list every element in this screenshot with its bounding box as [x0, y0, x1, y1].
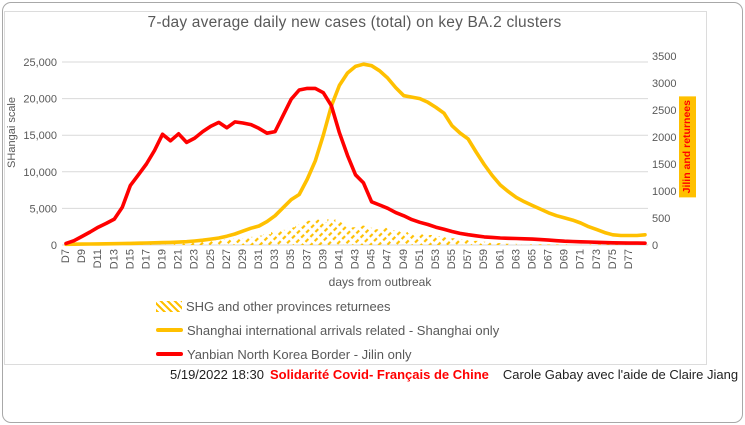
y-left-tick: 20,000	[23, 94, 57, 106]
footer-credit: Carole Gabay avec l'aide de Claire Jiang	[502, 367, 739, 382]
x-axis-tick: D37	[301, 249, 313, 269]
legend-item-returnees: SHG and other provinces returnees	[156, 294, 499, 318]
x-axis-tick: D65	[526, 249, 538, 269]
y-left-tick: 25,000	[23, 57, 57, 69]
x-axis-tick: D61	[494, 249, 506, 269]
x-axis-tick: D35	[285, 249, 297, 269]
red-line-swatch-icon	[156, 352, 183, 356]
legend-item-shanghai: Shanghai international arrivals related …	[156, 318, 499, 342]
y-right-tick: 1500	[652, 159, 676, 171]
chart-legend: SHG and other provinces returnees Shangh…	[156, 294, 499, 366]
x-axis-tick: D69	[559, 249, 571, 269]
returnees-hatch-area	[62, 219, 649, 245]
x-axis-tick: D21	[173, 249, 185, 269]
x-axis-tick: D9	[76, 249, 88, 263]
footer-caption: 5/19/2022 18:30 Solidarité Covid- França…	[0, 367, 745, 382]
y-right-tick: 500	[652, 213, 670, 225]
x-axis-tick: D45	[366, 249, 378, 269]
x-axis-tick: D77	[623, 249, 635, 269]
x-axis-tick: D31	[253, 249, 265, 269]
x-axis-tick: D67	[543, 249, 555, 269]
x-axis-tick: D63	[510, 249, 522, 269]
x-axis-tick: D11	[92, 249, 104, 268]
x-axis-tick: D51	[414, 249, 426, 269]
x-axis-tick: D75	[607, 249, 619, 269]
x-axis-tick: D33	[269, 249, 281, 269]
x-axis-tick: D49	[398, 249, 410, 269]
footer-timestamp: 5/19/2022 18:30	[170, 367, 264, 382]
shanghai-line-series	[64, 62, 647, 247]
x-axis-tick: D17	[140, 249, 152, 269]
y-left-tick: 10,000	[23, 167, 57, 179]
y-right-tick: 3000	[652, 78, 676, 90]
y-right-tick: 2500	[652, 105, 676, 117]
x-axis-tick: D43	[350, 249, 362, 269]
yanbian-line-series	[64, 86, 647, 246]
footer-organization: Solidarité Covid- Français de Chine	[269, 367, 489, 382]
y-right-tick: 3500	[652, 51, 676, 63]
x-axis-tick: D25	[205, 249, 217, 269]
legend-label: SHG and other provinces returnees	[186, 298, 391, 314]
x-axis-tick: D73	[591, 249, 603, 269]
x-axis-tick: D15	[124, 249, 136, 269]
y-right-tick: 2000	[652, 132, 676, 144]
legend-label: Shanghai international arrivals related …	[187, 322, 500, 338]
legend-item-yanbian: Yanbian North Korea Border - Jilin only	[156, 342, 499, 366]
x-axis-tick: D13	[108, 249, 120, 269]
x-axis-tick: D7	[60, 249, 72, 263]
x-axis-tick: D27	[221, 249, 233, 269]
x-axis-tick: D71	[575, 249, 587, 269]
legend-label: Yanbian North Korea Border - Jilin only	[187, 346, 412, 362]
x-axis-tick: D29	[237, 249, 249, 269]
x-axis-title: days from outbreak	[328, 275, 432, 289]
yellow-line-swatch-icon	[156, 328, 183, 332]
x-axis-tick: D39	[317, 249, 329, 269]
x-axis-tick: D19	[157, 249, 169, 269]
hatch-swatch-icon	[156, 300, 182, 312]
x-axis-tick: D41	[333, 249, 345, 269]
chart-title: 7-day average daily new cases (total) on…	[147, 14, 562, 31]
y-right-tick: 0	[652, 240, 658, 252]
x-axis-tick: D59	[478, 249, 490, 269]
x-axis-tick: D57	[462, 249, 474, 269]
y-left-tick: 0	[51, 240, 57, 252]
x-axis-tick: D23	[189, 249, 201, 269]
x-axis-tick: D55	[446, 249, 458, 269]
y-right-tick: 1000	[652, 186, 676, 198]
chart-frame	[4, 11, 707, 365]
y-left-tick: 15,000	[23, 130, 57, 142]
y-left-tick: 5,000	[29, 203, 57, 215]
x-axis-tick: D53	[430, 249, 442, 269]
x-axis-tick: D47	[382, 249, 394, 269]
